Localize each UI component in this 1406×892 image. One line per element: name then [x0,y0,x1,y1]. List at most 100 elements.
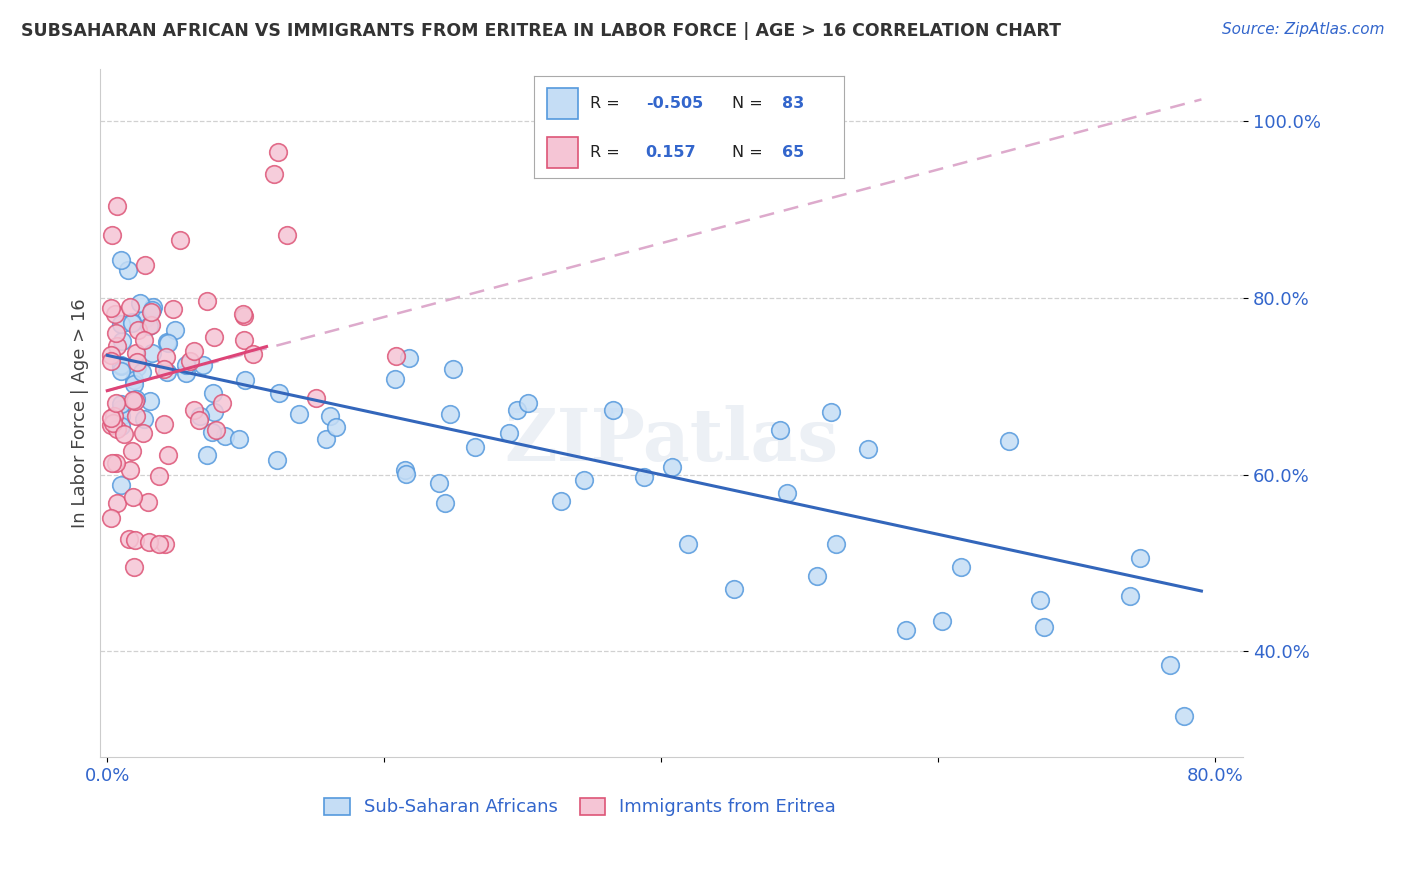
Text: SUBSAHARAN AFRICAN VS IMMIGRANTS FROM ERITREA IN LABOR FORCE | AGE > 16 CORRELAT: SUBSAHARAN AFRICAN VS IMMIGRANTS FROM ER… [21,22,1062,40]
Point [384,372,406,386]
Text: N =: N = [733,96,763,111]
Point [138,535,160,549]
Point [464,440,486,454]
Point [190,409,212,423]
Point [1119,589,1142,603]
Point [163,323,186,337]
Point [121,393,143,408]
Point [139,318,162,333]
Point [127,323,149,337]
Text: R =: R = [591,145,620,161]
Point [100,354,122,368]
Point [572,473,595,487]
Point [997,434,1019,449]
Point [506,403,529,417]
Point [806,569,828,583]
Point [155,537,177,551]
Point [127,360,149,375]
Text: 65: 65 [782,145,804,161]
Point [825,537,848,551]
Point [319,409,342,424]
Point [139,394,162,409]
Point [385,350,408,364]
Point [1159,658,1181,673]
Point [110,419,132,434]
Point [169,233,191,247]
Point [105,421,128,435]
Point [156,448,179,462]
Point [148,537,170,551]
Legend: Sub-Saharan Africans, Immigrants from Eritrea: Sub-Saharan Africans, Immigrants from Er… [318,790,844,823]
Point [101,417,124,431]
Point [228,432,250,446]
Point [1173,709,1195,723]
Point [117,263,139,277]
Point [305,391,328,405]
Text: 0.157: 0.157 [645,145,696,161]
Text: N =: N = [733,145,763,161]
Point [122,376,145,391]
Point [433,496,456,510]
Point [129,295,152,310]
Point [769,423,792,437]
Point [121,444,143,458]
Point [101,456,124,470]
Point [100,301,122,315]
Point [132,426,155,441]
Point [138,495,160,509]
Point [103,409,125,423]
Point [156,334,179,349]
Point [110,409,132,424]
Point [125,346,148,360]
Point [723,582,745,597]
Point [162,301,184,316]
Point [233,372,256,386]
Point [110,317,132,331]
Point [266,453,288,467]
Point [398,351,420,365]
Point [232,310,254,324]
Point [105,339,128,353]
Point [205,423,228,437]
Point [105,199,128,213]
Point [183,343,205,358]
Point [267,386,290,401]
Point [498,425,520,440]
Point [233,333,256,347]
Bar [547,137,578,168]
Point [211,396,233,410]
Point [121,315,143,329]
Bar [547,88,578,119]
Point [288,407,311,421]
Point [122,559,145,574]
Point [267,145,290,160]
Point [118,532,141,546]
Point [214,429,236,443]
Point [276,227,298,242]
Point [131,366,153,380]
Text: Source: ZipAtlas.com: Source: ZipAtlas.com [1222,22,1385,37]
Point [121,491,143,505]
Point [633,470,655,484]
Point [174,366,197,380]
Point [1129,551,1152,566]
Point [896,623,918,637]
Point [153,361,176,376]
Point [441,361,464,376]
Point [202,330,225,344]
Point [121,316,143,330]
Point [183,402,205,417]
Point [141,346,163,360]
Text: R =: R = [591,96,620,111]
Point [105,326,128,340]
Point [125,392,148,407]
Point [138,318,160,333]
Point [110,477,132,491]
Point [195,449,218,463]
Point [100,511,122,525]
Point [427,475,450,490]
Point [124,394,146,409]
Point [775,486,797,500]
Point [125,409,148,423]
Text: -0.505: -0.505 [645,96,703,111]
